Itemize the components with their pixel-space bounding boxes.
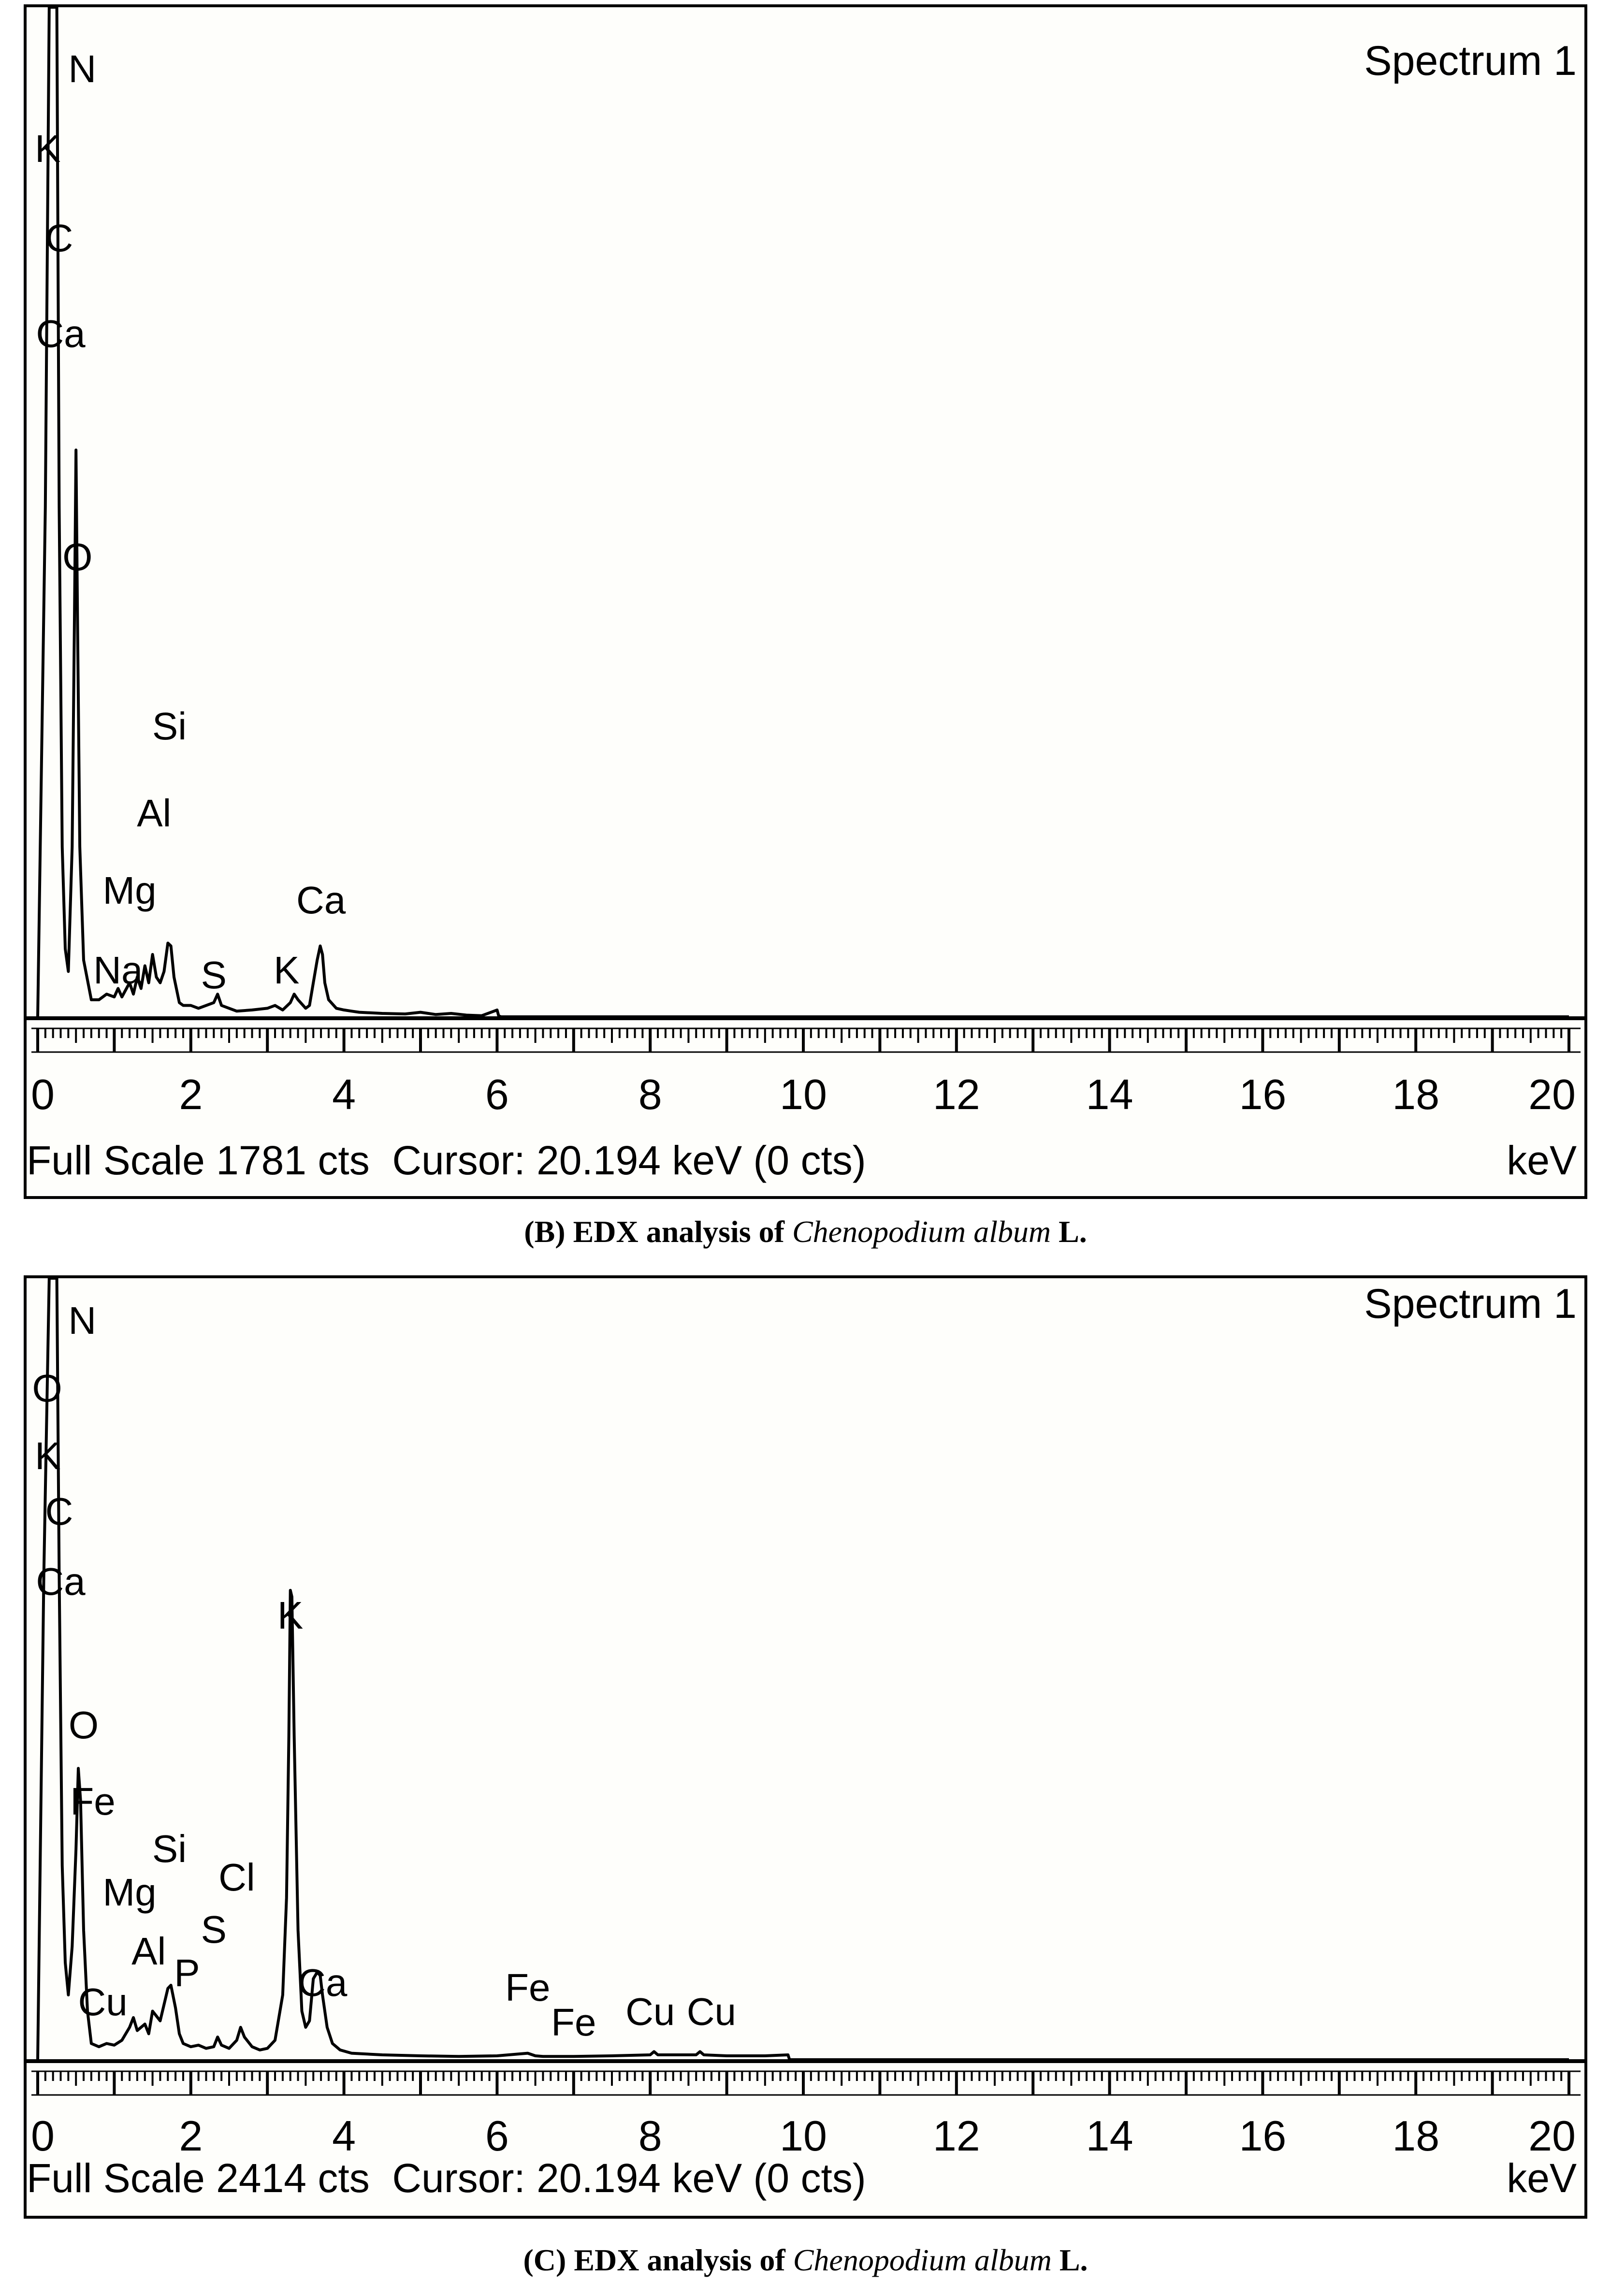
x-tick-label: 18 [1392,2112,1439,2160]
x-tick-label: 8 [639,2112,662,2160]
peak-label: Cl [218,1856,255,1899]
peak-label: Al [137,792,171,835]
x-tick-label: 8 [639,1070,662,1118]
spectrum-series [36,1277,1569,2061]
x-axis-ruler: 0 2 4 6 8 10 12 14 16 18 20 [31,2070,1581,2160]
spectrum-label: Spectrum 1 [1364,1281,1577,1327]
peak-label: Ca [36,312,86,355]
spectrum-label: Spectrum 1 [1364,38,1577,84]
peak-label: O [32,1367,62,1410]
peak-label: K [35,127,60,170]
caption-b: (B) EDX analysis of Chenopodium album L. [0,1214,1611,1250]
x-tick-label: 20 [1528,2112,1576,2160]
peak-label: N [68,1299,96,1342]
peak-label: C [45,217,73,260]
peak-label: S [201,1908,227,1951]
spectrum-series [36,6,1569,1018]
peak-label: Fe [70,1780,115,1823]
x-tick-label: 0 [31,1070,55,1118]
peak-label: P [174,1951,200,1994]
peak-label: K [35,1434,60,1477]
x-tick-label: 14 [1086,2112,1133,2160]
x-unit-label: keV [1507,2155,1577,2201]
x-tick-label: 12 [933,2112,980,2160]
peak-label: Fe [505,1966,550,2009]
x-axis-ruler: 0 2 4 6 8 10 12 14 16 18 20 [31,1027,1581,1118]
peak-label: Mg [103,869,157,912]
peak-label: K [277,1594,303,1637]
caption-suffix: L. [1051,2243,1088,2277]
chart-frame [24,4,1587,1199]
edx-panel-b: 0 2 4 6 8 10 12 14 16 18 20 N K C Ca O Si Al Mg Ca Na S K Spe… [0,4,1611,1250]
x-tick-label: 6 [485,2112,509,2160]
peak-label: Al [131,1930,166,1973]
peak-label: S [201,953,227,996]
x-tick-label: 20 [1528,1070,1576,1118]
caption-species: Chenopodium album [792,1214,1051,1249]
caption-prefix: (B) EDX analysis of [524,1214,792,1249]
x-tick-label: 6 [485,1070,509,1118]
peak-label: Na [93,949,143,992]
x-tick-label: 14 [1086,1070,1133,1118]
status-text: Full Scale 2414 cts Cursor: 20.194 keV (… [27,2155,866,2201]
peak-label: K [274,949,299,992]
caption-prefix: (C) EDX analysis of [523,2243,793,2277]
x-tick-label: 16 [1239,2112,1286,2160]
caption-suffix: L. [1051,1214,1087,1249]
peak-label: Cu [687,1990,736,2033]
peak-label: Cu [625,1990,675,2033]
spectrum-line [36,6,1569,1018]
x-tick-label: 10 [780,2112,827,2160]
peak-label: Mg [103,1871,157,1914]
peak-label: O [62,535,92,578]
peak-label: O [69,1704,99,1747]
peak-label: Ca [296,879,346,922]
x-tick-label: 4 [332,1070,356,1118]
x-tick-label: 18 [1392,1070,1439,1118]
peak-label: Si [152,1827,187,1870]
peak-label: Ca [36,1560,86,1603]
peak-label: Ca [298,1961,348,2004]
x-unit-label: keV [1507,1138,1577,1183]
peak-label: Fe [551,2001,596,2044]
peak-label: Si [152,705,187,748]
caption-c: (C) EDX analysis of Chenopodium album L. [0,2242,1611,2278]
x-tick-label: 4 [332,2112,356,2160]
status-text: Full Scale 1781 cts Cursor: 20.194 keV (… [27,1138,866,1183]
x-tick-label: 10 [780,1070,827,1118]
peak-label: C [45,1490,73,1533]
edx-panel-c: 0 2 4 6 8 10 12 14 16 18 20 N O K C Ca K O Fe Si Mg Cl S Al P Ca… [0,1271,1611,2296]
caption-species: Chenopodium album [793,2243,1052,2277]
x-tick-label: 12 [933,1070,980,1118]
x-tick-label: 2 [179,1070,203,1118]
peak-label: N [68,47,96,90]
peak-label: Cu [78,1980,128,2023]
spectrum-line [36,1277,1569,2061]
x-tick-label: 16 [1239,1070,1286,1118]
x-tick-label: 0 [31,2112,55,2160]
x-tick-label: 2 [179,2112,203,2160]
